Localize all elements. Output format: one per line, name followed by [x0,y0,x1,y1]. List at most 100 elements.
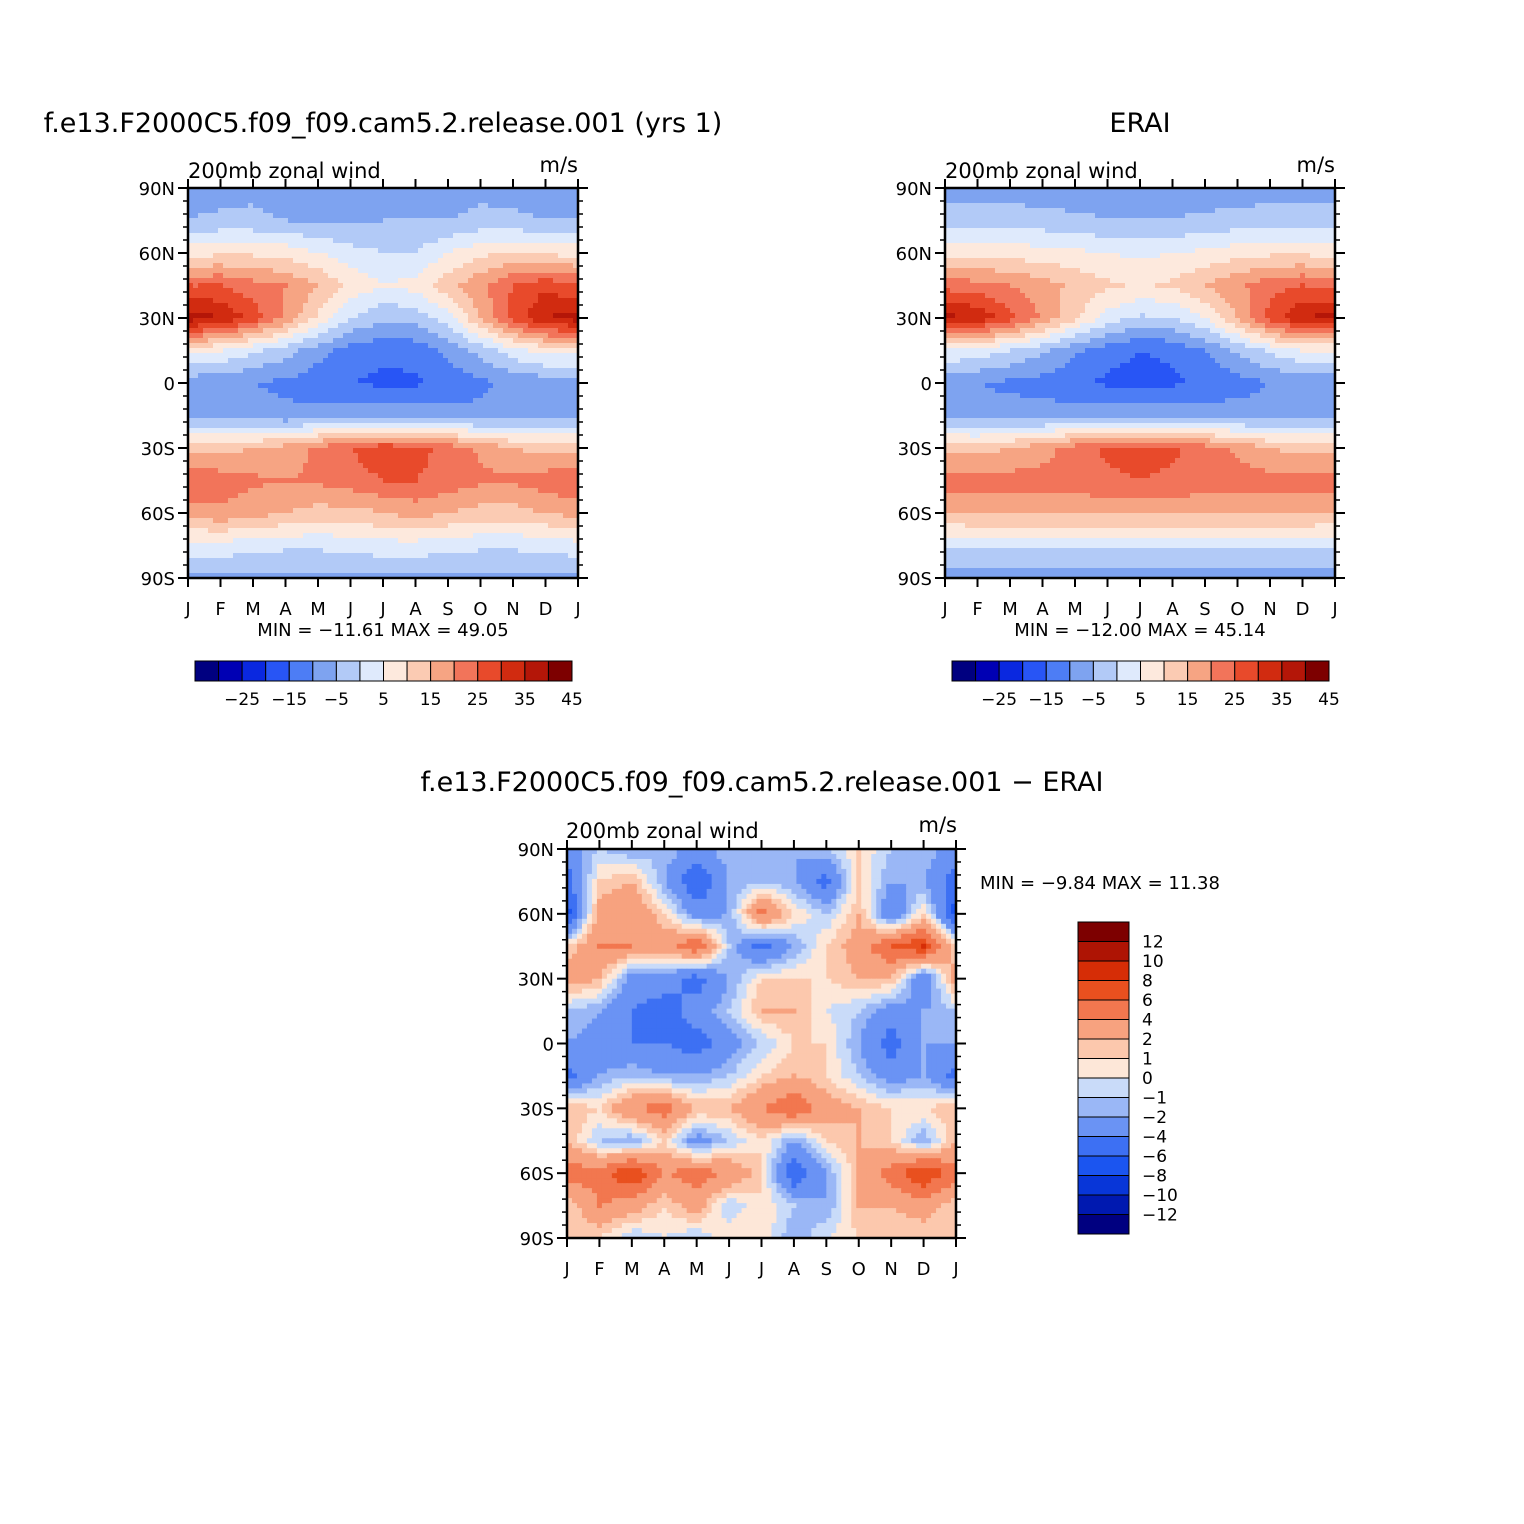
contour-cell [408,478,414,484]
contour-cell [308,373,314,379]
contour-cell [448,188,454,194]
contour-cell [423,268,429,274]
contour-cell [303,228,309,234]
contour-cell [288,443,294,449]
contour-cell [323,258,329,264]
contour-cell [223,368,229,374]
contour-cell [323,498,329,504]
contour-cell [233,503,239,509]
contour-cell [233,333,239,339]
contour-cell [558,238,564,244]
contour-cell [263,188,269,194]
contour-cell [198,453,204,459]
contour-cell [473,438,479,444]
contour-cell [383,278,389,284]
contour-cell [478,453,484,459]
contour-cell [398,388,404,394]
contour-cell [348,258,354,264]
contour-cell [313,263,319,269]
contour-cell [518,288,524,294]
contour-cell [378,393,384,399]
contour-cell [308,363,314,369]
contour-cell [458,323,464,329]
contour-cell [383,353,389,359]
contour-cell [408,353,414,359]
contour-cell [198,418,204,424]
contour-cell [483,433,489,439]
contour-cell [368,468,374,474]
contour-cell [228,248,234,254]
contour-cell [288,393,294,399]
contour-cell [443,423,449,429]
contour-cell [478,448,484,454]
contour-cell [458,283,464,289]
contour-cell [263,468,269,474]
contour-cell [508,198,514,204]
contour-cell [418,258,424,264]
contour-cell [253,298,259,304]
contour-cell [403,413,409,419]
contour-cell [253,318,259,324]
contour-cell [433,228,439,234]
contour-cell [258,358,264,364]
contour-cell [408,458,414,464]
contour-cell [438,318,444,324]
contour-cell [318,228,324,234]
contour-cell [358,308,364,314]
contour-cell [458,303,464,309]
contour-cell [218,203,224,209]
contour-cell [543,478,549,484]
contour-cell [453,378,459,384]
contour-cell [398,288,404,294]
contour-cell [283,388,289,394]
contour-cell [278,368,284,374]
contour-cell [383,333,389,339]
contour-cell [268,198,274,204]
contour-cell [368,328,374,334]
contour-cell [318,203,324,209]
contour-cell [393,363,399,369]
contour-cell [233,408,239,414]
contour-cell [563,238,569,244]
contour-cell [238,448,244,454]
contour-cell [493,393,499,399]
contour-cell [353,433,359,439]
contour-cell [318,428,324,434]
contour-cell [273,318,279,324]
contour-cell [303,478,309,484]
contour-cell [558,383,564,389]
contour-cell [478,468,484,474]
contour-cell [283,438,289,444]
contour-cell [438,493,444,499]
contour-cell [443,218,449,224]
contour-cell [443,328,449,334]
contour-cell [363,358,369,364]
contour-cell [228,288,234,294]
contour-cell [263,438,269,444]
contour-cell [413,358,419,364]
contour-cell [278,403,284,409]
contour-cell [463,473,469,479]
contour-cell [398,258,404,264]
contour-cell [573,423,578,429]
contour-cell [258,423,264,429]
contour-cell [383,473,389,479]
contour-cell [378,193,384,199]
contour-cell [408,243,414,249]
contour-cell [223,398,229,404]
contour-cell [423,203,429,209]
contour-cell [303,373,309,379]
contour-cell [263,203,269,209]
contour-cell [423,223,429,229]
contour-cell [483,308,489,314]
contour-cell [343,413,349,419]
contour-cell [463,303,469,309]
contour-cell [408,358,414,364]
contour-cell [503,473,509,479]
contour-cell [258,403,264,409]
contour-cell [428,448,434,454]
contour-cell [528,293,534,299]
contour-cell [278,233,284,239]
contour-cell [458,458,464,464]
contour-cell [343,483,349,489]
